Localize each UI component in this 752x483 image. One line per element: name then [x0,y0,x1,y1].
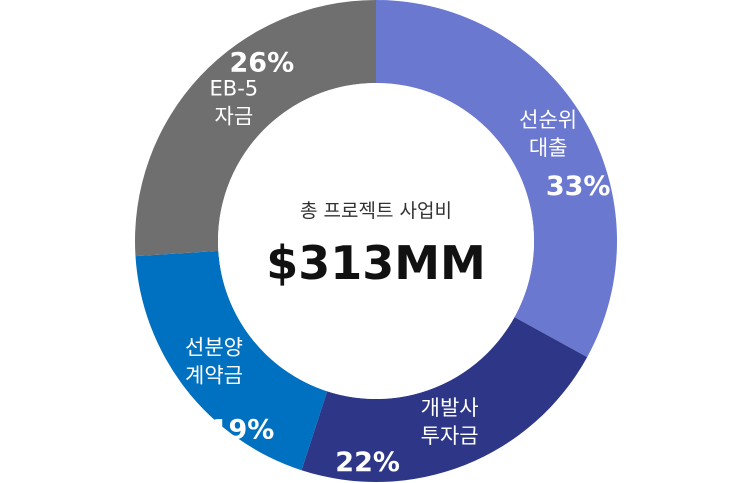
donut-hole [218,83,534,399]
center-title: 총 프로젝트 사업비 [300,200,452,222]
slice-3 [135,250,328,471]
slice-label-3: 선분양 계약금 [185,336,243,388]
slice-value-label-1: 33% [546,171,611,202]
slice-label-2: 개발사 투자금 [421,396,479,448]
donut-slices [135,0,617,482]
slice-value-label-2: 22% [335,447,400,478]
slice-2 [301,317,588,482]
slice-label-1: 선순위 대출 [519,108,577,160]
slice-label-4: EB-5 자금 [210,77,259,129]
center-total: $313MM [266,236,486,290]
slice-1 [376,0,617,358]
slice-value-label-3: 19% [210,415,275,446]
slice-4 [135,0,376,257]
slice-value-label-4: 26% [230,48,295,79]
